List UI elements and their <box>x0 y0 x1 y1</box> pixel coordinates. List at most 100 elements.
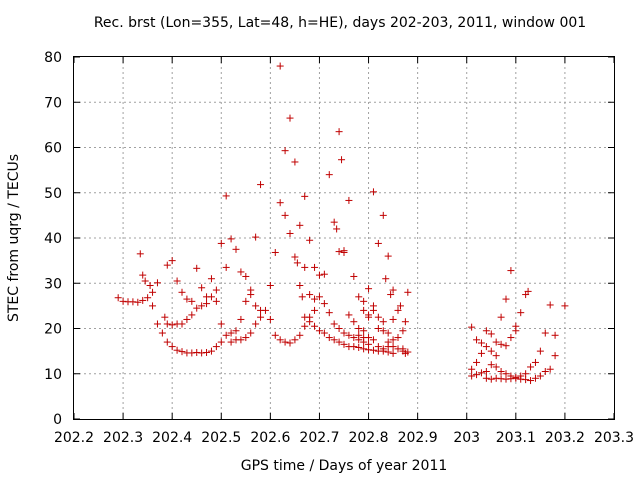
data-point <box>345 311 353 319</box>
data-point <box>298 293 306 301</box>
data-point <box>247 329 255 337</box>
data-point <box>320 329 328 337</box>
y-tick-labels: 0 10 20 30 40 50 60 70 80 <box>44 50 62 428</box>
data-point <box>311 295 319 303</box>
data-point <box>271 331 279 339</box>
data-point <box>227 235 235 243</box>
data-point <box>315 327 323 335</box>
data-point <box>257 306 265 314</box>
data-point <box>311 322 319 330</box>
data-point <box>335 128 343 136</box>
data-point <box>291 253 299 261</box>
data-point <box>198 302 206 310</box>
data-point <box>306 236 314 244</box>
data-point <box>139 296 147 304</box>
data-point <box>512 373 520 381</box>
data-point <box>468 372 476 380</box>
data-point <box>396 302 404 310</box>
x-tick-label: 203.3 <box>594 430 634 446</box>
data-point <box>311 306 319 314</box>
data-point <box>207 275 215 283</box>
data-point <box>222 263 230 271</box>
data-point <box>301 263 309 271</box>
data-point <box>153 279 161 287</box>
x-axis-label: GPS time / Days of year 2011 <box>241 458 448 474</box>
data-point <box>507 267 515 275</box>
data-point <box>473 358 481 366</box>
data-point <box>497 367 505 375</box>
data-point <box>487 347 495 355</box>
data-point <box>531 374 539 382</box>
data-point <box>296 221 304 229</box>
data-point <box>296 282 304 290</box>
y-tick-label: 70 <box>44 95 62 111</box>
data-point <box>173 346 181 354</box>
data-point <box>369 336 377 344</box>
data-point <box>222 192 230 200</box>
data-point <box>325 334 333 342</box>
data-point <box>487 361 495 369</box>
data-point <box>306 291 314 299</box>
data-point <box>281 147 289 155</box>
data-point <box>360 306 368 314</box>
data-point <box>384 343 392 351</box>
data-point <box>325 309 333 317</box>
data-point <box>502 342 510 350</box>
data-point <box>227 338 235 346</box>
data-point <box>266 282 274 290</box>
data-point <box>340 329 348 337</box>
data-point <box>360 345 368 353</box>
data-point <box>507 375 515 383</box>
data-point <box>183 295 191 303</box>
data-point <box>257 313 265 321</box>
data-point <box>149 302 157 310</box>
data-point <box>492 352 500 360</box>
data-point <box>198 284 206 292</box>
data-point <box>242 272 250 280</box>
data-point <box>146 282 154 290</box>
data-point <box>293 259 301 267</box>
data-point <box>320 300 328 308</box>
data-point <box>173 277 181 285</box>
data-point <box>473 336 481 344</box>
data-point <box>482 374 490 382</box>
data-point <box>242 334 250 342</box>
data-point <box>404 348 412 356</box>
data-point <box>389 315 397 323</box>
data-point <box>286 229 294 237</box>
data-point <box>379 211 387 219</box>
data-point <box>394 334 402 342</box>
data-point <box>384 329 392 337</box>
data-point <box>335 325 343 332</box>
x-tick-labels: 202.2 202.3 202.4 202.5 202.6 202.7 202.8 202.9… <box>54 430 634 446</box>
y-tick-label: 10 <box>44 367 62 383</box>
data-point <box>178 320 186 328</box>
data-point <box>217 320 225 328</box>
data-point <box>536 372 544 380</box>
data-point <box>492 338 500 346</box>
data-point <box>546 365 554 373</box>
data-point <box>394 306 402 314</box>
data-point <box>161 313 169 321</box>
data-point <box>473 371 481 379</box>
data-point <box>203 293 211 301</box>
data-point <box>325 171 333 179</box>
data-point <box>384 252 392 260</box>
data-point <box>281 211 289 219</box>
data-point <box>276 62 284 70</box>
data-point <box>379 318 387 326</box>
x-tick-label: 202.9 <box>398 430 438 446</box>
data-point <box>404 288 412 296</box>
data-point <box>536 347 544 355</box>
x-tick-label: 202.3 <box>103 430 143 446</box>
data-point <box>296 331 304 339</box>
x-tick-label: 202.8 <box>348 430 388 446</box>
y-tick-label: 20 <box>44 322 62 338</box>
data-point <box>365 334 373 342</box>
data-point <box>374 239 382 247</box>
data-point <box>207 347 215 355</box>
data-point <box>291 336 299 344</box>
data-point <box>482 343 490 351</box>
data-point <box>301 313 309 321</box>
data-point <box>482 367 490 375</box>
